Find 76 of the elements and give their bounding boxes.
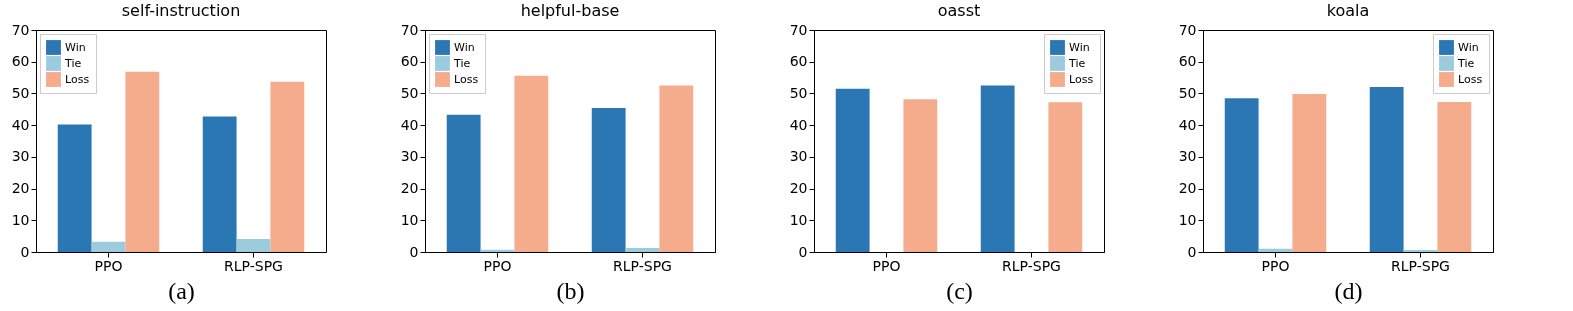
y-tick-label: 20 (1178, 180, 1197, 197)
legend-label: Win (65, 40, 86, 54)
y-tick-label: 60 (11, 53, 30, 70)
y-tick-label: 70 (789, 21, 808, 38)
text: (d) (1334, 277, 1363, 304)
bar (57, 124, 92, 252)
y-tick-label: 30 (1178, 148, 1197, 165)
bar (659, 85, 694, 252)
x-tick-label: RLP-SPG (1391, 257, 1450, 274)
y-tick-label: 0 (20, 243, 30, 260)
y-tick-label: 50 (789, 84, 808, 101)
y-tick-label: 40 (11, 116, 30, 133)
y-tick-label: 30 (400, 148, 419, 165)
legend-label: Loss (454, 72, 479, 86)
bar (202, 116, 237, 252)
bar (91, 241, 126, 252)
y-tick-label: 40 (789, 116, 808, 133)
chart-title: self-instruction (121, 1, 241, 20)
y-tick-label: 10 (1178, 211, 1197, 228)
legend-label: Tie (64, 56, 82, 70)
legend-label: Loss (65, 72, 90, 86)
y-tick-label: 70 (1178, 21, 1197, 38)
x-tick-label: PPO (483, 257, 512, 274)
y-tick-label: 60 (400, 53, 419, 70)
y-tick-label: 50 (1178, 84, 1197, 101)
chart-title: oasst (937, 1, 981, 20)
legend-label: Win (1069, 40, 1090, 54)
y-tick-label: 50 (11, 84, 30, 101)
x-tick-label: PPO (872, 257, 901, 274)
legend-label: Tie (1457, 56, 1475, 70)
text: (a) (168, 277, 195, 304)
bar (1292, 94, 1327, 252)
text: (c) (946, 277, 973, 304)
y-tick-label: 0 (1187, 243, 1197, 260)
y-tick-label: 10 (11, 211, 30, 228)
x-tick-label: RLP-SPG (613, 257, 672, 274)
x-tick-label: PPO (1261, 257, 1290, 274)
y-tick-label: 0 (409, 243, 419, 260)
bar (625, 247, 660, 252)
y-tick-label: 0 (798, 243, 808, 260)
x-tick-label: RLP-SPG (1002, 257, 1061, 274)
y-tick-label: 20 (11, 180, 30, 197)
legend-label: Win (454, 40, 475, 54)
bar (125, 71, 160, 252)
legend-label: Tie (453, 56, 471, 70)
y-tick-label: 10 (400, 211, 419, 228)
bar (446, 114, 481, 252)
legend-label: Win (1458, 40, 1479, 54)
bar (1224, 98, 1259, 252)
chart-title: koala (1326, 1, 1370, 20)
y-tick-label: 30 (11, 148, 30, 165)
bar (1258, 248, 1293, 252)
y-tick-label: 20 (789, 180, 808, 197)
y-tick-label: 40 (1178, 116, 1197, 133)
bar (1369, 87, 1404, 252)
y-tick-label: 20 (400, 180, 419, 197)
y-tick-label: 70 (400, 21, 419, 38)
y-tick-label: 10 (789, 211, 808, 228)
legend-label: Loss (1458, 72, 1483, 86)
bar (1437, 101, 1472, 252)
legend-label: Tie (1068, 56, 1086, 70)
y-tick-label: 40 (400, 116, 419, 133)
y-tick-label: 50 (400, 84, 419, 101)
chart-title: helpful-base (520, 1, 620, 20)
bar (270, 81, 305, 252)
bar (514, 75, 549, 252)
bar (591, 108, 626, 252)
y-tick-label: 60 (1178, 53, 1197, 70)
x-tick-label: PPO (94, 257, 123, 274)
text: (b) (556, 277, 585, 304)
y-tick-label: 70 (11, 21, 30, 38)
x-tick-label: RLP-SPG (224, 257, 283, 274)
legend-label: Loss (1069, 72, 1094, 86)
y-tick-label: 30 (789, 148, 808, 165)
bar (236, 239, 271, 252)
y-tick-label: 60 (789, 53, 808, 70)
